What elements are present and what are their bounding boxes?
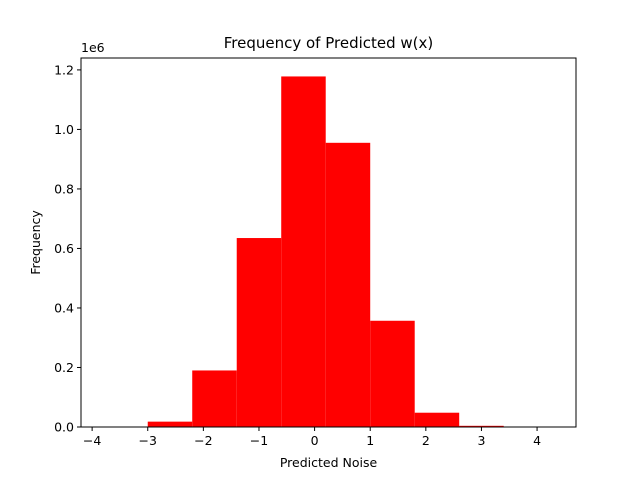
histogram-bar xyxy=(459,425,504,427)
y-tick-label: 0.2 xyxy=(54,360,74,375)
x-tick-label: −4 xyxy=(83,433,101,448)
bars-group xyxy=(103,76,549,427)
x-tick-label: −3 xyxy=(139,433,157,448)
y-tick-label: 0.8 xyxy=(54,181,74,196)
x-tick-label: 1 xyxy=(366,433,374,448)
y-tick-label: 1.0 xyxy=(54,122,74,137)
x-tick-label: 4 xyxy=(533,433,541,448)
histogram-bar xyxy=(370,320,415,427)
y-axis-ticks: 0.0 0.2 0.4 0.6 0.8 1.0 1.2 xyxy=(54,62,81,435)
plot-frame xyxy=(80,57,577,428)
y-axis-offset-label: 1e6 xyxy=(81,40,105,55)
histogram-bar xyxy=(281,76,326,427)
x-tick-label: −2 xyxy=(194,433,212,448)
histogram-bar xyxy=(192,370,237,427)
histogram-bar xyxy=(147,421,193,427)
x-axis-title: Predicted Noise xyxy=(280,455,378,470)
x-tick-label: 3 xyxy=(477,433,485,448)
y-axis-title: Frequency xyxy=(28,210,43,275)
y-tick-label: 0.6 xyxy=(54,241,74,256)
x-tick-label: −1 xyxy=(250,433,268,448)
histogram-bar xyxy=(414,412,460,427)
chart-title: Frequency of Predicted w(x) xyxy=(224,34,434,52)
y-tick-label: 0.4 xyxy=(54,300,74,315)
y-tick-label: 1.2 xyxy=(54,62,74,77)
x-axis-ticks: −4 −3 −2 −1 0 1 2 3 4 xyxy=(83,427,541,448)
y-tick-label: 0.0 xyxy=(54,420,74,435)
histogram-bar xyxy=(236,238,282,427)
x-tick-label: 0 xyxy=(311,433,319,448)
x-tick-label: 2 xyxy=(422,433,430,448)
histogram-bar xyxy=(325,142,371,427)
